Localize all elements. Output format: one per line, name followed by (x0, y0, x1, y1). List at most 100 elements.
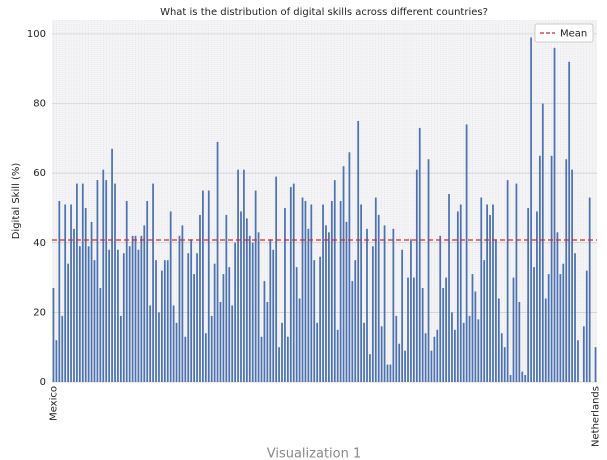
bar (178, 235, 181, 382)
bar (169, 211, 172, 382)
bar (105, 180, 108, 382)
bar (536, 211, 538, 382)
bar (553, 47, 556, 382)
bar (243, 169, 245, 382)
bar (58, 201, 61, 382)
bar (585, 270, 588, 382)
bar (260, 336, 263, 382)
bar (357, 120, 360, 382)
bar (459, 204, 462, 382)
bar (281, 322, 283, 382)
bar (451, 312, 453, 382)
bar (474, 291, 477, 382)
bar (407, 277, 409, 382)
bar (102, 169, 105, 382)
bar (134, 235, 137, 382)
bar (111, 148, 113, 382)
bar (73, 228, 75, 382)
bar (322, 204, 324, 382)
bar (380, 326, 383, 382)
bar (304, 201, 307, 382)
bar (456, 211, 459, 382)
bar (541, 103, 544, 383)
bar (251, 242, 254, 382)
bar (90, 221, 93, 382)
bar (190, 239, 193, 382)
bar (401, 249, 404, 382)
bar (81, 183, 84, 382)
bar (495, 239, 497, 382)
bar (204, 333, 207, 382)
bar (503, 347, 506, 382)
bar (415, 169, 418, 382)
bar (228, 267, 231, 382)
bar (313, 260, 316, 382)
chart-title: What is the distribution of digital skil… (160, 7, 488, 18)
bar (366, 228, 368, 382)
bar (184, 336, 187, 382)
bar (117, 249, 119, 382)
bar (442, 288, 445, 382)
bar (161, 270, 163, 382)
bar (257, 232, 260, 382)
bar (439, 235, 442, 382)
bar (594, 347, 597, 382)
bar (395, 315, 398, 382)
bar (530, 37, 532, 383)
bar (275, 176, 278, 382)
y-axis-label: Digital Skill (%) (11, 163, 22, 240)
bar (310, 204, 313, 382)
bar (421, 288, 424, 382)
bar (433, 336, 436, 382)
bar (328, 232, 330, 382)
bar (234, 242, 237, 382)
bar (577, 340, 579, 382)
bar (84, 207, 87, 382)
bar (345, 221, 348, 382)
bar (468, 315, 471, 382)
bar (266, 301, 269, 382)
bar (527, 207, 530, 382)
bar (515, 183, 518, 382)
bar (149, 305, 152, 382)
bar (199, 214, 201, 382)
bar (286, 336, 289, 382)
bar (316, 322, 319, 382)
bar (143, 225, 146, 382)
bar (67, 263, 69, 382)
bar (240, 211, 242, 382)
bar (225, 214, 228, 382)
bar (193, 274, 195, 382)
bar (70, 204, 72, 382)
bar (483, 260, 486, 382)
bar (248, 235, 251, 382)
bar (196, 253, 198, 382)
bar (518, 301, 521, 382)
bar (76, 183, 78, 382)
bar (152, 183, 154, 382)
bar (93, 260, 96, 382)
bar (547, 274, 550, 382)
bar (298, 298, 301, 382)
bar (398, 343, 401, 382)
y-tick-label: 60 (33, 168, 46, 179)
bar (588, 197, 591, 382)
bar (175, 322, 178, 382)
bar (342, 166, 345, 382)
bar (533, 267, 535, 382)
bar (207, 190, 210, 382)
x-tick-label: Netherlands (591, 386, 602, 447)
bar (163, 260, 166, 382)
bar (559, 274, 562, 382)
bar (336, 329, 339, 382)
bar (424, 333, 427, 382)
bar (360, 204, 363, 382)
bar (348, 152, 351, 382)
bar (245, 218, 248, 382)
legend-label: Mean (560, 29, 587, 40)
bar (386, 364, 389, 382)
bar (550, 155, 553, 382)
bar (122, 253, 125, 382)
bar (219, 301, 222, 382)
bar (354, 260, 357, 382)
